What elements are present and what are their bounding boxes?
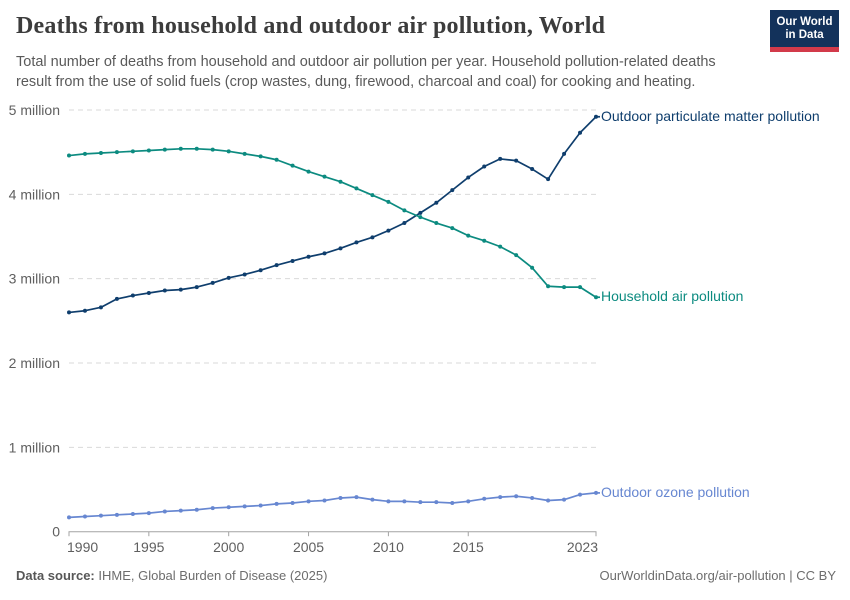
data-source-text: IHME, Global Burden of Disease (2025) — [94, 568, 328, 583]
svg-text:2000: 2000 — [213, 539, 244, 555]
series-label-outdoor-particulate-matter: Outdoor particulate matter pollution — [601, 107, 820, 124]
page-title: Deaths from household and outdoor air po… — [16, 13, 606, 39]
svg-text:2005: 2005 — [293, 539, 324, 555]
owid-logo[interactable]: Our World in Data — [770, 10, 839, 47]
svg-text:2010: 2010 — [373, 539, 404, 555]
subtitle-line-1: Total number of deaths from household an… — [16, 54, 716, 70]
logo-text-line1: Our World — [776, 16, 833, 28]
logo-accent-bar — [770, 47, 839, 52]
chart-footer: Data source: IHME, Global Burden of Dise… — [16, 568, 836, 583]
svg-text:1 million: 1 million — [9, 439, 60, 455]
svg-text:1990: 1990 — [67, 539, 98, 555]
logo-text-line2: in Data — [785, 29, 824, 41]
svg-text:0: 0 — [52, 524, 60, 540]
svg-text:2 million: 2 million — [9, 355, 60, 371]
data-source-label: Data source: — [16, 568, 95, 583]
subtitle-line-2: result from the use of solid fuels (crop… — [16, 74, 696, 90]
svg-text:3 million: 3 million — [9, 271, 60, 287]
series-label-outdoor-ozone: Outdoor ozone pollution — [601, 483, 750, 500]
page-subtitle: Total number of deaths from household an… — [16, 52, 716, 92]
svg-text:4 million: 4 million — [9, 186, 60, 202]
svg-text:1995: 1995 — [133, 539, 164, 555]
svg-text:5 million: 5 million — [9, 102, 60, 118]
footer-attribution-link[interactable]: OurWorldinData.org/air-pollution | CC BY — [599, 568, 836, 583]
series-label-household-air-pollution: Household air pollution — [601, 288, 744, 305]
svg-text:2015: 2015 — [453, 539, 484, 555]
svg-text:2023: 2023 — [567, 539, 598, 555]
footer-data-source: Data source: IHME, Global Burden of Dise… — [16, 568, 327, 583]
